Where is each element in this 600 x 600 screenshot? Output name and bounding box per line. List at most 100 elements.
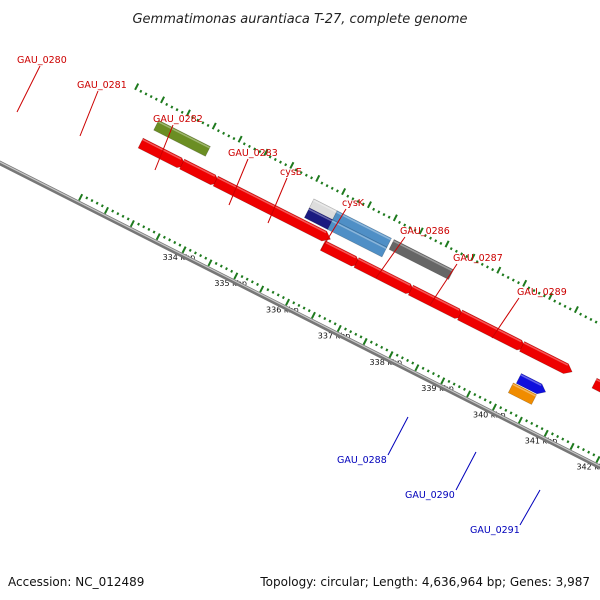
gene-feature (179, 158, 220, 186)
outer-tick-mark (548, 292, 554, 301)
inner-tick-mark (530, 421, 534, 425)
inner-tick-mark (162, 235, 166, 239)
scale-label: 340 kbp (473, 410, 506, 419)
gene-feature (353, 257, 415, 294)
outer-tick-mark (284, 163, 288, 167)
gene-label[interactable]: GAU_0286 (400, 226, 450, 237)
outer-tick-mark (180, 110, 184, 114)
outer-tick-mark (341, 187, 347, 196)
inner-tick-mark (437, 374, 441, 378)
backbone-highlight (0, 161, 600, 467)
outer-tick-mark (279, 160, 282, 164)
inner-tick-mark (582, 448, 585, 452)
inner-tick-mark (142, 225, 146, 229)
inner-tick-mark (421, 366, 425, 370)
gene-feature-shine (512, 383, 537, 397)
inner-tick-mark (400, 356, 404, 360)
outer-tick-mark (573, 305, 579, 314)
inner-tick-mark (173, 240, 177, 245)
gene-feature (457, 309, 527, 351)
outer-tick-mark (434, 239, 438, 243)
outer-tick-mark (522, 279, 528, 287)
inner-tick-mark (587, 450, 591, 454)
outer-tick-mark (134, 83, 140, 91)
inner-tick-mark (592, 453, 596, 457)
inner-tick-mark (230, 269, 234, 273)
inner-tick-mark (406, 358, 410, 363)
gene-label[interactable]: GAU_0290 (405, 490, 455, 501)
inner-tick-mark (375, 343, 378, 347)
outer-tick-mark (444, 240, 450, 248)
gene-feature (327, 219, 388, 258)
outer-tick-mark (579, 312, 583, 316)
gene-label[interactable]: GAU_0283 (228, 148, 278, 159)
outer-tick-mark (475, 260, 479, 264)
inner-tick-mark (457, 385, 461, 389)
inner-tick-mark (271, 290, 275, 294)
outer-tick-mark (304, 173, 308, 177)
gene-feature-shine (324, 241, 356, 259)
inner-tick-mark (466, 390, 472, 398)
inner-tick-mark (281, 295, 285, 300)
gene-label[interactable]: GAU_0288 (337, 455, 387, 466)
outer-tick-mark (377, 210, 381, 214)
outer-tick-mark (382, 212, 386, 217)
gene-feature-shine (461, 310, 522, 343)
scale-label: 335 kbp (214, 279, 247, 288)
inner-tick-mark (535, 424, 539, 428)
inner-tick-mark (250, 280, 254, 284)
inner-tick-mark (310, 311, 316, 319)
gene-label[interactable]: cysK (342, 198, 365, 209)
gene-label[interactable]: GAU_0287 (453, 253, 503, 264)
inner-tick-mark (440, 377, 446, 385)
inner-tick-mark (126, 217, 130, 221)
outer-tick-mark (227, 134, 231, 138)
inner-tick-mark (561, 437, 565, 441)
inner-tick-mark (204, 256, 208, 260)
gene-feature-shine (523, 342, 569, 366)
inner-tick-mark (152, 230, 156, 234)
gene-label[interactable]: GAU_0289 (517, 287, 567, 298)
gene-label[interactable]: cysE (280, 167, 302, 178)
outer-tick-mark (429, 236, 432, 240)
inner-tick-mark (233, 272, 239, 280)
inner-tick-mark (328, 319, 332, 323)
outer-tick-mark (423, 233, 427, 238)
gene-feature-shine (331, 220, 387, 250)
inner-tick-mark (447, 379, 451, 384)
accession-text: Accession: NC_012489 (8, 575, 144, 589)
scale-label: 341 kbp (525, 437, 558, 446)
outer-tick-mark (501, 273, 505, 277)
gene-label[interactable]: GAU_0281 (77, 80, 127, 91)
inner-tick-mark (193, 251, 197, 255)
scale-label: 339 kbp (421, 384, 454, 393)
inner-tick-mark (129, 219, 135, 228)
inner-tick-mark (369, 340, 373, 344)
outer-tick-mark (408, 226, 412, 230)
outer-tick-mark (527, 286, 531, 290)
outer-tick-mark (465, 254, 469, 259)
gene-label[interactable]: GAU_0291 (470, 525, 520, 536)
outer-tick-mark (248, 144, 251, 148)
outer-tick-mark (160, 96, 166, 104)
inner-tick-mark (333, 322, 337, 326)
outer-tick-mark (584, 315, 588, 319)
inner-tick-mark (388, 351, 394, 359)
inner-tick-mark (380, 345, 384, 349)
outer-tick-mark (201, 121, 205, 125)
gene-label[interactable]: GAU_0282 (153, 114, 203, 125)
outer-tick-mark (237, 135, 243, 143)
inner-tick-mark (414, 364, 420, 372)
inner-tick-mark (504, 408, 508, 412)
leader-line (375, 236, 406, 279)
inner-tick-mark (483, 398, 487, 402)
gene-label[interactable]: GAU_0280 (17, 55, 67, 66)
gene-feature (515, 373, 547, 395)
inner-tick-mark (225, 267, 228, 271)
outer-tick-mark (268, 155, 272, 159)
outer-tick-mark (553, 299, 557, 303)
inner-tick-mark (452, 382, 456, 386)
inner-tick-mark (576, 445, 580, 449)
gene-feature-shine (312, 199, 337, 213)
